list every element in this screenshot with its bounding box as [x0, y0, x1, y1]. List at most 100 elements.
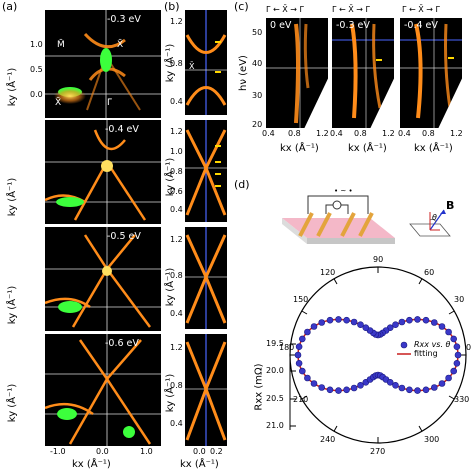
r-tick-3: 21.0 — [266, 421, 284, 430]
c-ytick-3: 20 — [252, 120, 263, 129]
b2-tick-4: 0.4 — [170, 205, 183, 214]
c-ytick-2: 30 — [252, 91, 263, 100]
panel-d-label: (d) — [234, 178, 250, 191]
panel-c-label: (c) — [234, 0, 249, 13]
b-strip-4 — [185, 334, 227, 446]
polar-data-point — [310, 380, 318, 387]
polar-data-point — [422, 316, 430, 324]
panel-b-label: (b) — [164, 0, 180, 13]
c3-path-2: Γ̄ — [435, 5, 441, 14]
polar-data-point — [453, 343, 461, 351]
r-tick-2: 20.5 — [266, 394, 284, 403]
polar-data-point — [318, 384, 326, 391]
c2-xt0: 0.4 — [330, 129, 343, 138]
angle-30: 30 — [454, 295, 465, 304]
arpes-map-1: -0.3 eV M̄ X̄ X̄ Γ̄ — [45, 10, 161, 118]
r-tick-0: 19.5 — [266, 339, 284, 348]
polar-data-point — [445, 328, 452, 336]
legend-data: Rxx vs. θ — [414, 340, 451, 349]
polar-data-point — [350, 318, 358, 326]
polar-data-point — [295, 359, 303, 367]
c2-xt2: 1.2 — [382, 129, 395, 138]
a-ytick-1-1: 0.5 — [30, 65, 43, 74]
angle-180: 180 — [279, 343, 295, 352]
polar-data-point — [398, 318, 406, 326]
polar-data-point — [357, 381, 364, 389]
polar-tick — [418, 425, 423, 432]
c1-xlabel: kx (Å⁻¹) — [280, 143, 319, 154]
angle-210: 210 — [293, 395, 309, 404]
polar-data-point — [386, 378, 394, 386]
b-xtick-1: 0.2 — [210, 447, 223, 456]
map-4-energy: -0.6 eV — [105, 338, 139, 349]
angle-0: 0 — [466, 343, 472, 352]
polar-data-point — [392, 381, 399, 389]
c3-xt0: 0.4 — [398, 129, 411, 138]
polar-data-point — [453, 359, 461, 367]
c3-path-0: Γ̄ — [402, 5, 407, 14]
c2-path-1: X̄ — [348, 5, 354, 14]
polar-data-point — [406, 386, 413, 394]
polar-data-point — [438, 380, 446, 387]
b-xtick-0: 0.0 — [193, 447, 206, 456]
c2-xlabel: kx (Å⁻¹) — [348, 143, 387, 154]
polar-data-point — [430, 384, 438, 391]
svg-text:• ~ •: • ~ • — [334, 187, 353, 195]
polar-data-point — [304, 374, 311, 382]
polar-data-point — [343, 316, 350, 324]
b2-tick-1: 1.0 — [170, 147, 183, 156]
c3-path: Γ̄ ← X̄ → Γ̄ — [402, 5, 441, 14]
theta-symbol: θ — [432, 213, 437, 222]
xbar-left-label: X̄ — [55, 98, 62, 108]
c2-path-0: Γ̄ — [332, 5, 337, 14]
polar-data-point — [357, 321, 364, 329]
c1-path: Γ̄ ← X̄ → Γ̄ — [266, 5, 305, 14]
map-3-energy: -0.5 eV — [107, 231, 141, 242]
polar-data-point — [438, 323, 446, 330]
panel-b-xlabel: kx (Å⁻¹) — [180, 459, 219, 470]
angle-60: 60 — [424, 268, 435, 277]
polar-data-point — [450, 335, 458, 343]
polar-data-point — [326, 316, 334, 324]
arpes-map-3: -0.5 eV — [45, 227, 161, 331]
c3-path-1: X̄ — [418, 5, 424, 14]
angle-240: 240 — [320, 435, 336, 444]
polar-tick — [301, 395, 308, 400]
polar-data-point — [335, 387, 342, 394]
polar-tick — [448, 310, 455, 315]
b1-tick-2: 0.4 — [170, 97, 183, 106]
a-xtick-0: -1.0 — [50, 447, 66, 456]
polar-data-point — [445, 374, 452, 382]
polar-data-point — [335, 316, 342, 323]
c1-xt2: 1.2 — [316, 129, 329, 138]
b3-tick-1: 0.8 — [170, 271, 183, 280]
c2-xt1: 0.8 — [354, 129, 367, 138]
b-strip-2 — [185, 120, 227, 222]
polar-data-point — [392, 321, 399, 329]
c2-path: Γ̄ ← X̄ → Γ̄ — [332, 5, 371, 14]
mbar-label: M̄ — [57, 40, 65, 50]
polar-data-point — [406, 316, 413, 324]
c1-path-0: Γ̄ — [266, 5, 271, 14]
map-2-energy: -0.4 eV — [105, 124, 139, 135]
map-1-energy: -0.3 eV — [107, 14, 141, 25]
c-map-3-energy: -0.4 eV — [404, 20, 438, 31]
c3-xt1: 0.8 — [422, 129, 435, 138]
panel-a-xlabel: kx (Å⁻¹) — [72, 459, 111, 470]
polar-data-point — [326, 386, 334, 394]
polar-data-point — [450, 367, 458, 375]
angle-150: 150 — [293, 295, 309, 304]
b1-tick-0: 1.2 — [170, 17, 183, 26]
b2-tick-0: 1.2 — [170, 127, 183, 136]
polar-data-point — [295, 343, 303, 351]
polar-tick — [333, 278, 338, 285]
a-xtick-1: 0.0 — [96, 447, 109, 456]
c1-path-2: Γ̄ — [299, 5, 305, 14]
polar-data-point — [414, 316, 421, 323]
c1-path-1: X̄ — [282, 5, 288, 14]
c3-xt2: 1.2 — [450, 129, 463, 138]
c-ytick-0: 50 — [252, 28, 263, 37]
b-strip-1: X̄ — [185, 10, 227, 115]
polar-tick — [333, 425, 338, 432]
